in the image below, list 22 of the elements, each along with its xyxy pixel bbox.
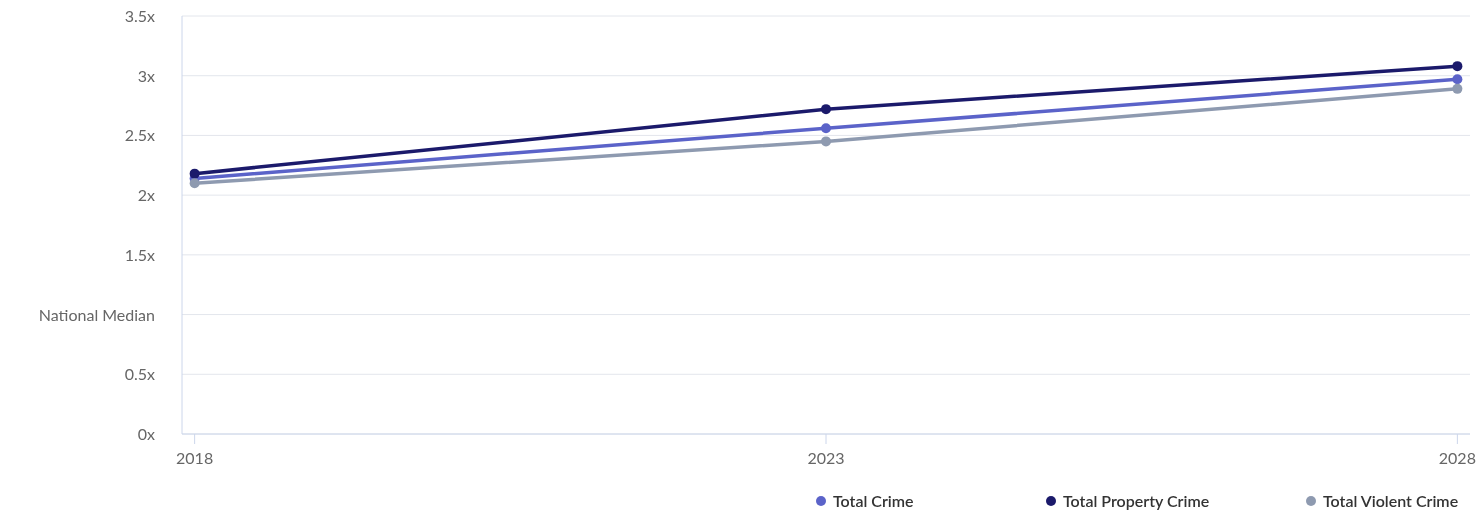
x-tick-label: 2023 — [807, 448, 845, 467]
legend-label: Total Property Crime — [1063, 491, 1210, 510]
x-tick-label: 2018 — [176, 448, 214, 467]
point — [1452, 83, 1463, 94]
y-tick-label: 0x — [137, 424, 156, 443]
x-tick-label: 2028 — [1438, 448, 1476, 467]
point — [1452, 61, 1463, 72]
point — [1452, 74, 1463, 85]
legend-label: Total Crime — [833, 491, 914, 510]
y-tick-label: 2.5x — [124, 125, 156, 145]
legend-label: Total Violent Crime — [1323, 491, 1459, 510]
point — [821, 104, 831, 115]
y-tick-label: 1.5x — [124, 244, 156, 264]
point — [189, 178, 200, 189]
point — [821, 136, 831, 147]
y-tick-label: 2x — [137, 185, 156, 205]
point — [821, 123, 831, 134]
y-tick-label: 3x — [137, 65, 156, 85]
y-tick-label: 3.5x — [124, 6, 156, 25]
y-tick-label: National Median — [38, 304, 155, 324]
point — [189, 168, 200, 179]
y-tick-label: 0.5x — [124, 364, 156, 384]
